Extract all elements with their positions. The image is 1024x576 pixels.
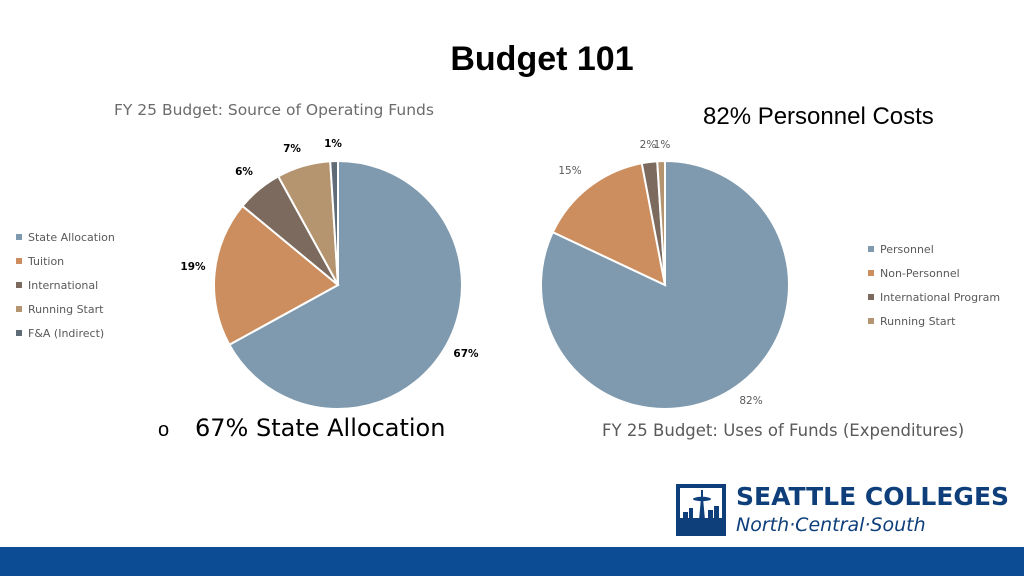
legend-item: Non-Personnel <box>868 261 1000 285</box>
legend-item: State Allocation <box>16 225 115 249</box>
pie1-data-label: 6% <box>235 166 253 178</box>
legend-label: International <box>28 278 99 292</box>
uses-chart-legend: Personnel Non-Personnel International Prog… <box>868 237 1000 333</box>
legend-swatch <box>868 246 874 252</box>
legend-swatch <box>16 258 22 264</box>
pie2-slice-running-start <box>656 159 666 286</box>
pie1-data-label: 67% <box>453 348 479 360</box>
pie1-slice-f-a-indirect- <box>329 159 339 286</box>
logo-text-secondary: North·Central·South <box>736 514 926 536</box>
pie1-slice-tuition <box>213 204 340 347</box>
uses-chart-subtitle: FY 25 Budget: Uses of Funds (Expenditure… <box>602 421 965 440</box>
legend-item: F&A (Indirect) <box>16 321 115 345</box>
bullet-marker: o <box>158 419 170 441</box>
legend-item: Running Start <box>868 309 1000 333</box>
pie2-slice-non-personnel <box>551 162 667 287</box>
logo-text-primary: SEATTLE COLLEGES <box>736 482 1010 511</box>
pie2-data-label: 2% <box>640 139 657 151</box>
legend-label: Tuition <box>28 254 65 268</box>
pie2-data-label: 1% <box>654 139 671 151</box>
legend-swatch <box>868 270 874 276</box>
source-chart-title: FY 25 Budget: Source of Operating Funds <box>114 101 434 119</box>
legend-item: International Program <box>868 285 1000 309</box>
legend-swatch <box>16 234 22 240</box>
pie1-data-label: 7% <box>283 143 301 155</box>
legend-swatch <box>868 318 874 324</box>
legend-label: Personnel <box>880 242 934 256</box>
legend-label: State Allocation <box>28 230 115 244</box>
pie1-slice-state-allocation <box>227 159 463 410</box>
legend-swatch <box>16 306 22 312</box>
pie2-data-label: 15% <box>558 165 581 177</box>
pie1-data-label: 19% <box>180 261 206 273</box>
uses-chart-title: 82% Personnel Costs <box>703 103 934 130</box>
space-needle-icon <box>676 484 726 536</box>
legend-label: Non-Personnel <box>880 266 960 280</box>
legend-label: International Program <box>880 290 1001 304</box>
legend-label: Running Start <box>880 314 956 328</box>
legend-label: F&A (Indirect) <box>28 326 105 340</box>
seattle-colleges-logo: SEATTLE COLLEGES North·Central·South <box>676 482 1009 538</box>
pie2-data-label: 82% <box>739 395 762 407</box>
legend-swatch <box>16 282 22 288</box>
legend-item: Personnel <box>868 237 1000 261</box>
legend-swatch <box>16 330 22 336</box>
source-chart-legend: State Allocation Tuition International Runn… <box>16 225 115 345</box>
pie1-data-label: 1% <box>324 138 342 150</box>
bullet-item: o 67% State Allocation <box>158 414 445 442</box>
legend-swatch <box>868 294 874 300</box>
legend-item: Tuition <box>16 249 115 273</box>
bullet-text: 67% State Allocation <box>195 414 446 442</box>
legend-item: Running Start <box>16 297 115 321</box>
footer-bar <box>0 547 1024 576</box>
legend-item: International <box>16 273 115 297</box>
slide-title: Budget 101 <box>450 40 634 78</box>
legend-label: Running Start <box>28 302 104 316</box>
